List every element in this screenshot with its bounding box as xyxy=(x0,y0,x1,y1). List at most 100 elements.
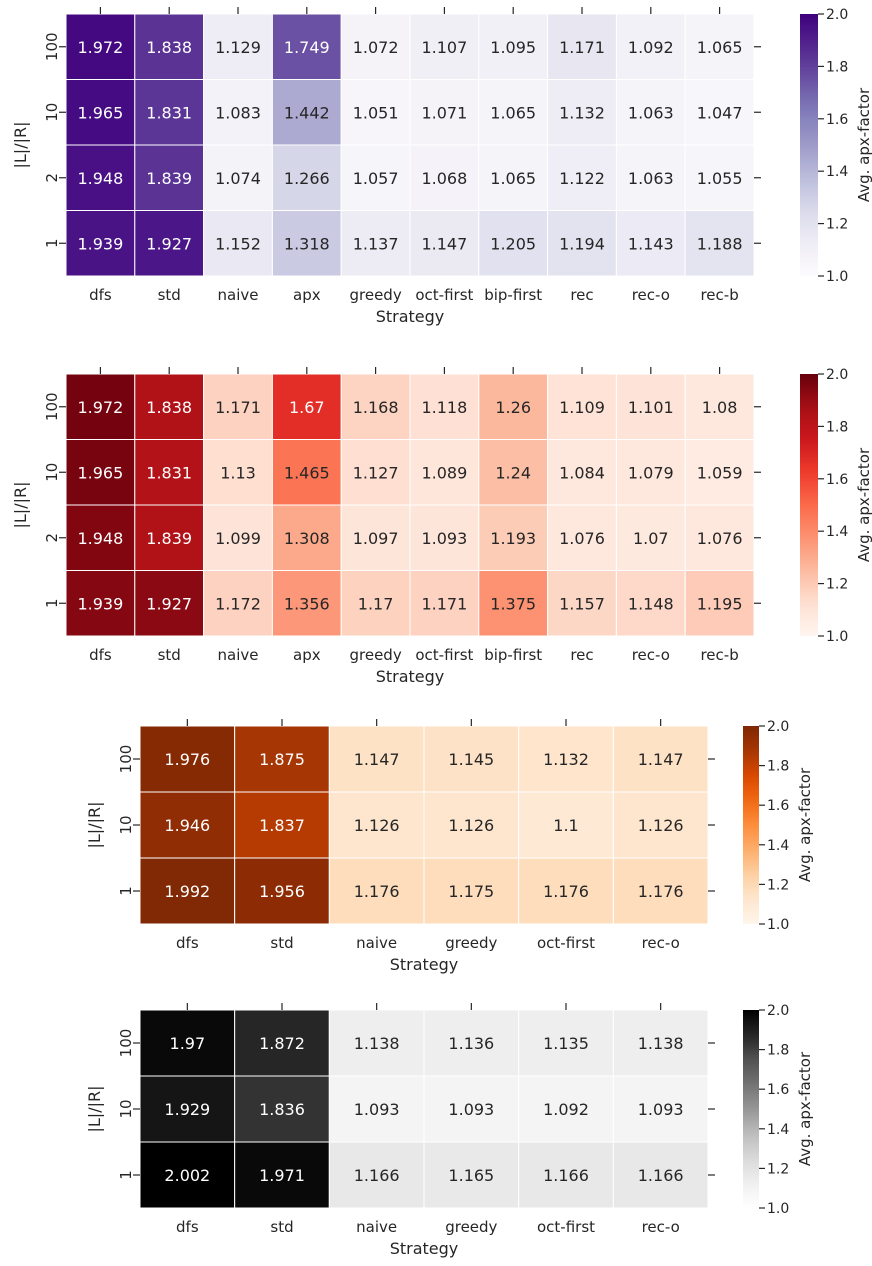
colorbar-tick-label: 1.8 xyxy=(826,59,848,75)
cell-value-label: 1.749 xyxy=(284,38,330,57)
cell-value-label: 1.838 xyxy=(146,38,192,57)
heatmap-cell xyxy=(518,1009,614,1077)
heatmap-cell xyxy=(234,857,330,925)
heatmap-cell xyxy=(234,1075,330,1143)
heatmap-cell xyxy=(612,857,709,925)
cell-value-label: 1.992 xyxy=(164,882,210,901)
heatmap-cell xyxy=(409,79,480,146)
x-tick-label: greedy xyxy=(349,646,401,664)
heatmap-cell xyxy=(478,144,549,211)
colorbar-label: Avg. apx-factor xyxy=(855,87,872,202)
cell-value-label: 1.837 xyxy=(259,816,305,835)
x-tick-label: naive xyxy=(218,286,259,304)
cell-value-label: 1.308 xyxy=(284,529,330,548)
cell-value-label: 1.093 xyxy=(421,529,467,548)
cell-value-label: 1.101 xyxy=(628,398,674,417)
x-tick-label: rec-b xyxy=(700,646,738,664)
heatmap-cell xyxy=(478,570,549,637)
heatmap-cell xyxy=(423,725,520,793)
cell-value-label: 1.109 xyxy=(559,398,605,417)
cell-value-label: 1.145 xyxy=(448,750,494,769)
cell-value-label: 1.956 xyxy=(259,882,305,901)
cell-value-label: 1.138 xyxy=(354,1034,400,1053)
x-tick-label: naive xyxy=(218,646,259,664)
cell-value-label: 1.097 xyxy=(353,529,399,548)
cell-value-label: 1.089 xyxy=(421,463,467,482)
cell-value-label: 1.836 xyxy=(259,1100,305,1119)
colorbar-tick-label: 1.6 xyxy=(767,798,789,814)
colorbar-tick-label: 1.0 xyxy=(767,917,789,933)
cell-value-label: 1.147 xyxy=(354,750,400,769)
cell-value-label: 1.965 xyxy=(77,103,123,122)
heatmap-cell xyxy=(684,570,755,637)
cell-value-label: 1.147 xyxy=(421,234,467,253)
heatmap-cell xyxy=(271,13,342,80)
y-axis-label: |L|/|R| xyxy=(85,1086,104,1133)
x-tick-label: std xyxy=(270,934,293,952)
heatmap-cell xyxy=(134,570,205,637)
x-tick-label: oct-first xyxy=(415,286,473,304)
cell-value-label: 1.171 xyxy=(421,594,467,613)
x-tick-label: bip-first xyxy=(484,286,542,304)
x-tick-label: rec-o xyxy=(642,934,680,952)
colorbar-tick-label: 1.0 xyxy=(826,629,848,645)
heatmap-cell xyxy=(271,570,342,637)
heatmap-cell xyxy=(615,373,686,440)
y-tick-label: 2 xyxy=(43,173,61,183)
y-tick-label: 2 xyxy=(43,533,61,543)
cell-value-label: 1.092 xyxy=(628,38,674,57)
colorbar-tick-label: 1.6 xyxy=(767,1082,789,1098)
cell-value-label: 1.194 xyxy=(559,234,605,253)
x-tick-label: rec-o xyxy=(642,1218,680,1236)
cell-value-label: 1.147 xyxy=(638,750,684,769)
heatmap-cell xyxy=(340,439,411,506)
cell-value-label: 1.193 xyxy=(490,529,536,548)
x-tick-label: rec-b xyxy=(700,286,738,304)
cell-value-label: 2.002 xyxy=(164,1166,210,1185)
cell-value-label: 1.065 xyxy=(490,103,536,122)
heatmap-cell xyxy=(518,857,614,925)
x-tick-label: greedy xyxy=(445,1218,497,1236)
heatmap-cell xyxy=(612,725,709,793)
heatmap-cell xyxy=(271,504,342,571)
cell-value-label: 1.166 xyxy=(638,1166,684,1185)
cell-value-label: 1.135 xyxy=(543,1034,589,1053)
heatmap-cell xyxy=(547,373,617,440)
cell-value-label: 1.099 xyxy=(215,529,261,548)
colorbar-tick-label: 1.4 xyxy=(767,838,789,854)
x-tick-label: dfs xyxy=(89,286,112,304)
x-tick-label: naive xyxy=(356,1218,397,1236)
cell-value-label: 1.927 xyxy=(146,594,192,613)
cell-value-label: 1.176 xyxy=(638,882,684,901)
cell-value-label: 1.168 xyxy=(353,398,399,417)
heatmap-cell xyxy=(612,1075,709,1143)
colorbar-tick-label: 1.4 xyxy=(826,524,848,540)
heatmap-cell xyxy=(134,439,205,506)
heatmap-cell xyxy=(547,13,617,80)
x-axis-label: Strategy xyxy=(376,307,445,326)
cell-value-label: 1.137 xyxy=(353,234,399,253)
colorbar-tick-label: 1.2 xyxy=(826,577,848,593)
cell-value-label: 1.939 xyxy=(77,594,123,613)
x-tick-label: rec xyxy=(570,646,593,664)
cell-value-label: 1.057 xyxy=(353,169,399,188)
colorbar-tick-label: 1.0 xyxy=(767,1201,789,1217)
colorbar-tick-label: 1.4 xyxy=(767,1122,789,1138)
cell-value-label: 1.24 xyxy=(495,463,531,482)
y-tick-label: 1 xyxy=(117,1170,135,1180)
x-tick-label: dfs xyxy=(176,934,199,952)
colorbar-tick-label: 1.8 xyxy=(767,759,789,775)
heatmap-1: 1.972 1.838 1.129 1.749 1.072 1.107 1.095 1.171… xyxy=(11,7,872,326)
colorbar-tick-label: 2.0 xyxy=(826,7,848,23)
cell-value-label: 1.071 xyxy=(421,103,467,122)
x-tick-label: bip-first xyxy=(484,646,542,664)
heatmap-cell xyxy=(612,1009,709,1077)
heatmap-cell xyxy=(65,13,136,80)
cell-value-label: 1.465 xyxy=(284,463,330,482)
heatmap-cell xyxy=(423,1009,520,1077)
cell-value-label: 1.093 xyxy=(448,1100,494,1119)
heatmap-cell xyxy=(328,1075,425,1143)
heatmap-cell xyxy=(203,570,273,637)
cell-value-label: 1.838 xyxy=(146,398,192,417)
